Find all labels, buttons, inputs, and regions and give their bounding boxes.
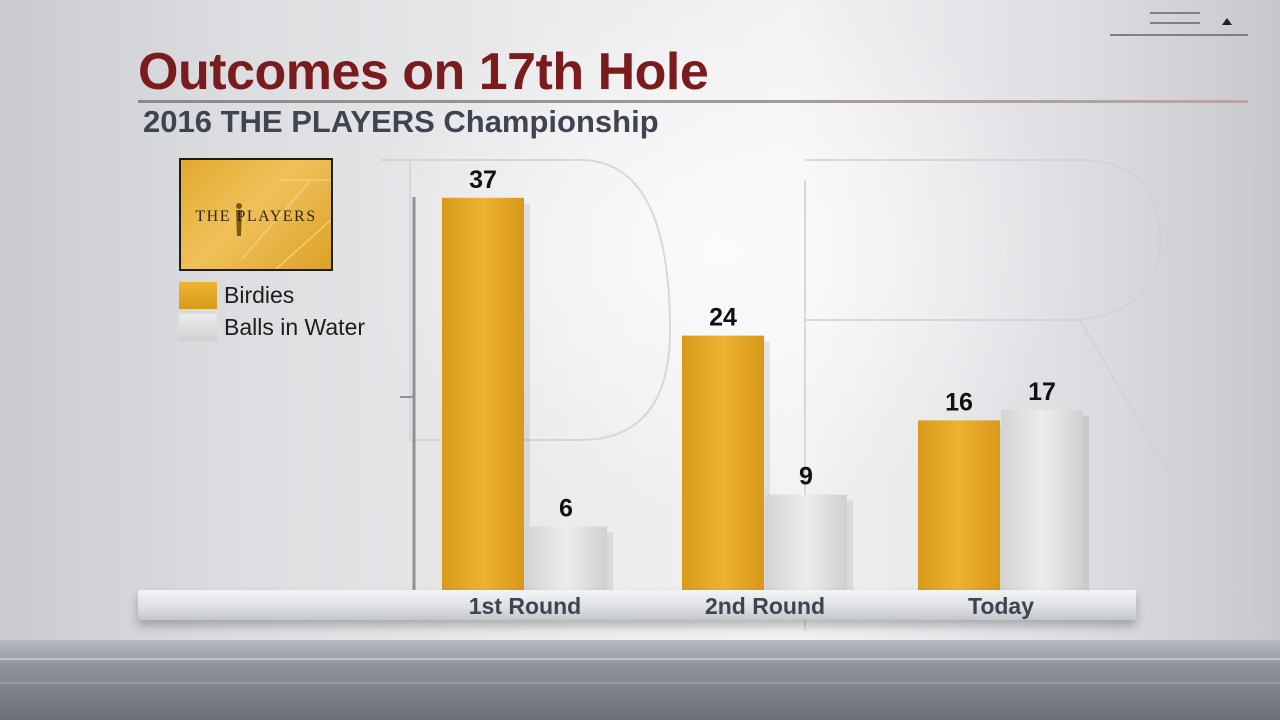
bar-birdies-1st-round: [442, 197, 524, 591]
logo-text: THE PLAYERS: [195, 208, 317, 225]
players-logo-icon: [236, 179, 331, 269]
bar-balls-in-water-2nd-round: [765, 494, 847, 590]
bar-birdies-today: [918, 420, 1000, 590]
data-label-balls-in-water-2nd-round: 9: [799, 463, 813, 491]
legend-label-balls-in-water: Balls in Water: [224, 314, 366, 340]
bar-birdies-2nd-round: [682, 335, 764, 590]
x-tick-label-1st-round: 1st Round: [468, 593, 582, 619]
players-logo: THE PLAYERS: [179, 158, 333, 271]
bar-balls-in-water-1st-round: [525, 526, 607, 590]
legend-swatch-balls-in-water: [179, 314, 217, 341]
legend-label-birdies: Birdies: [224, 282, 295, 308]
bar-balls-in-water-today: [1001, 409, 1083, 590]
data-label-birdies-1st-round: 37: [469, 166, 497, 194]
title-divider: [138, 100, 1248, 103]
x-tick-label-today: Today: [967, 593, 1035, 619]
data-label-birdies-today: 16: [945, 388, 973, 416]
chart-subtitle: 2016 THE PLAYERS Championship: [143, 104, 659, 139]
data-label-balls-in-water-today: 17: [1028, 378, 1056, 406]
chart-baseline-shelf: [138, 590, 1136, 620]
legend-swatch-birdies: [179, 282, 217, 309]
triangle-icon: [1222, 18, 1232, 25]
data-label-birdies-2nd-round: 24: [709, 304, 737, 332]
floor: [0, 640, 1280, 720]
x-tick-label-2nd-round: 2nd Round: [704, 593, 826, 619]
chart-title: Outcomes on 17th Hole: [138, 43, 709, 101]
header-decoration: [1110, 10, 1250, 40]
data-label-balls-in-water-1st-round: 6: [559, 494, 573, 522]
